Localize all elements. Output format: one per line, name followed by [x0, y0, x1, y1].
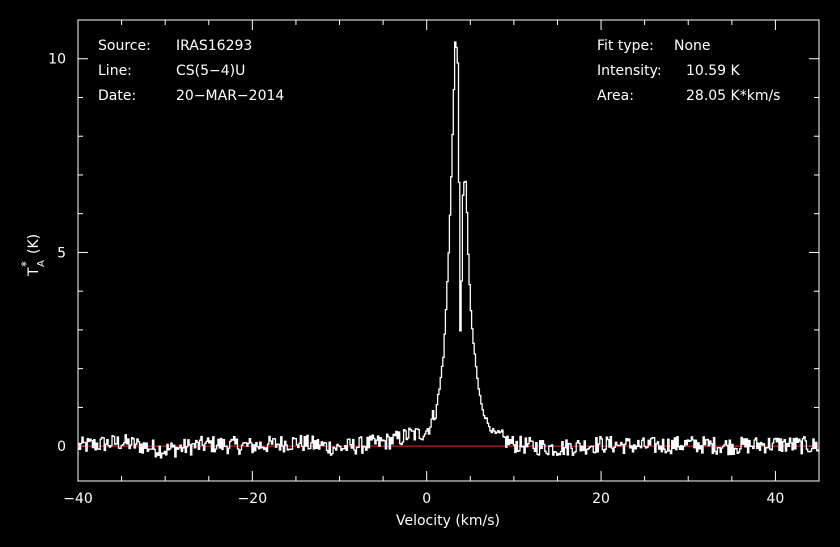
- y-tick-label: 5: [57, 245, 66, 261]
- spectrum-line: [78, 41, 820, 459]
- x-tick-label: −40: [63, 491, 93, 507]
- intensity-label: Intensity:: [597, 63, 662, 79]
- fit-type-label: Fit type:: [597, 38, 654, 54]
- source-value: IRAS16293: [176, 38, 252, 54]
- y-axis-label-main: T: [26, 267, 42, 277]
- line-label: Line:: [98, 63, 132, 79]
- y-axis-label-sub: A: [36, 260, 47, 267]
- date-label: Date:: [98, 88, 136, 104]
- area-value: 28.05 K*km/s: [686, 88, 780, 104]
- intensity-value: 10.59 K: [686, 63, 741, 79]
- plot-frame: [77, 19, 820, 482]
- x-tick-label: 40: [766, 491, 784, 507]
- y-axis-label-unit: (K): [26, 234, 42, 254]
- y-axis-label: T A * (K): [19, 234, 47, 277]
- source-label: Source:: [98, 38, 151, 54]
- area-label: Area:: [597, 88, 634, 104]
- y-axis-label-sup: *: [19, 261, 33, 267]
- date-value: 20−MAR−2014: [176, 88, 284, 104]
- axis-tick-labels: −40 −20 0 20 40 0 5 10: [48, 52, 784, 507]
- y-tick-label: 0: [57, 439, 66, 455]
- x-tick-label: 0: [422, 491, 431, 507]
- x-tick-label: −20: [238, 491, 268, 507]
- x-tick-label: 20: [592, 491, 610, 507]
- x-axis-label: Velocity (km/s): [396, 513, 500, 529]
- fit-type-value: None: [674, 38, 711, 54]
- y-tick-label: 10: [48, 52, 66, 68]
- line-value: CS(5−4)U: [176, 63, 245, 79]
